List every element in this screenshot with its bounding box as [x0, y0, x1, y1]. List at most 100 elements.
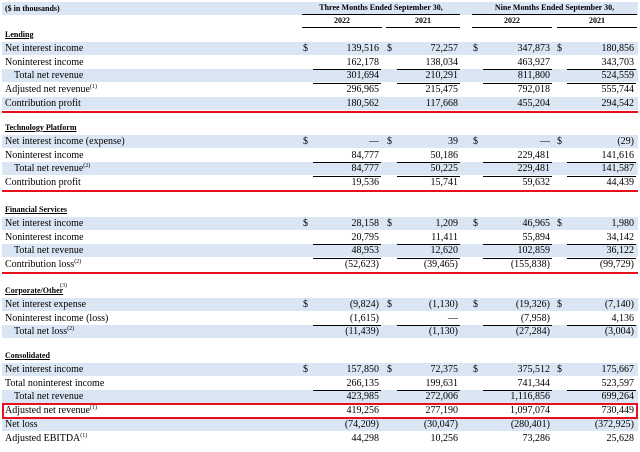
row-label: Net interest income: [5, 217, 83, 230]
total-underline: [313, 69, 381, 71]
value-cell: 215,475: [425, 84, 459, 96]
value-cell: 46,965: [522, 217, 551, 229]
value-cell: (372,925): [594, 419, 634, 431]
row-label: Contribution profit: [5, 97, 81, 110]
value-cell: (29): [617, 135, 634, 147]
value-cell: 44,298: [351, 433, 380, 445]
footnote-marker: (2): [74, 259, 82, 266]
table-row: Adjusted net revenue(1) 296,965 215,475 792…: [2, 83, 638, 96]
total-underline: [397, 69, 460, 71]
value-cell: 1,209: [435, 217, 459, 229]
value-cell: (1,615): [349, 312, 379, 324]
value-cell: 229,481: [517, 163, 551, 175]
row-label-text: Contribution profit: [5, 177, 81, 189]
value-cell: 11,411: [431, 231, 458, 243]
year-header: 2022: [504, 16, 520, 25]
footnote-marker: (3): [60, 283, 67, 289]
row-label-text: Total net revenue: [14, 245, 84, 257]
value-cell: 1,116,856: [510, 391, 550, 403]
value-cell: 294,542: [601, 98, 635, 110]
row-label: Total noninterest income: [5, 377, 104, 390]
section-title: Lending: [5, 30, 34, 39]
value-cell: 50,186: [430, 149, 459, 161]
total-underline: [397, 325, 460, 327]
total-underline: [397, 83, 460, 85]
value-cell: —: [540, 135, 550, 147]
section-title: Technology Platform: [5, 123, 77, 132]
dollar-sign: $: [303, 298, 308, 310]
value-cell: 180,856: [601, 42, 635, 54]
row-label: Net interest income (expense): [5, 135, 125, 148]
table-row: Net interest income $139,516 $72,257 $347,8…: [2, 41, 638, 55]
value-cell: —: [448, 312, 458, 324]
value-cell: 423,985: [346, 391, 380, 403]
total-underline: [313, 244, 381, 246]
value-cell: 139,516: [346, 42, 380, 54]
total-underline: [313, 390, 381, 392]
value-cell: 419,256: [346, 405, 380, 417]
table-row: Noninterest income 20,795 11,411 55,894 34,1…: [2, 231, 638, 244]
footnote-marker: (2): [67, 326, 75, 333]
value-cell: 343,703: [601, 56, 635, 68]
year-header: 2022: [334, 16, 350, 25]
value-cell: (99,729): [599, 259, 634, 271]
value-cell: 1,980: [611, 217, 635, 229]
dollar-sign: $: [557, 217, 562, 229]
row-label: Adjusted net revenue(1): [5, 404, 97, 417]
table-row: Total net revenue 423,985 272,006 1,116,856…: [2, 390, 638, 404]
table-row: Noninterest income 162,178 138,034 463,927 3…: [2, 56, 638, 69]
total-underline: [483, 69, 552, 71]
value-cell: (27,284): [515, 326, 550, 338]
row-label-text: Adjusted net revenue: [5, 405, 90, 417]
total-underline: [397, 390, 460, 392]
value-cell: 141,616: [601, 149, 635, 161]
dollar-sign: $: [303, 217, 308, 229]
value-cell: 36,122: [606, 245, 635, 257]
total-underline: [567, 390, 636, 392]
table-row: Contribution profit 180,562 117,668 455,204…: [2, 97, 638, 111]
value-cell: 301,694: [346, 70, 380, 82]
row-label-text: Net interest income: [5, 217, 84, 229]
total-underline: [483, 244, 552, 246]
total-underline: [313, 176, 381, 178]
row-label: Net interest income: [5, 42, 83, 55]
row-label: Total net loss(2): [14, 325, 74, 338]
value-cell: 157,850: [346, 363, 380, 375]
value-cell: (7,958): [520, 312, 550, 324]
dollar-sign: $: [387, 42, 392, 54]
row-label: Noninterest income (loss): [5, 312, 108, 325]
dollar-sign: $: [387, 298, 392, 310]
row-label: Total net revenue: [14, 244, 83, 257]
value-cell: 72,257: [430, 42, 459, 54]
value-cell: (52,623): [344, 259, 379, 271]
value-cell: 84,777: [351, 149, 380, 161]
value-cell: 555,744: [601, 84, 635, 96]
value-cell: 347,873: [517, 42, 551, 54]
value-cell: (1,130): [428, 298, 458, 310]
row-label-text: Total net revenue: [14, 163, 84, 175]
value-cell: 20,795: [351, 231, 380, 243]
year-header: 2021: [589, 16, 605, 25]
row-label: Contribution profit: [5, 176, 81, 189]
value-cell: 375,512: [517, 363, 551, 375]
row-label-text: Contribution profit: [5, 98, 81, 110]
value-cell: 73,286: [522, 433, 551, 445]
row-label: Noninterest income: [5, 149, 84, 162]
value-cell: 699,264: [601, 391, 635, 403]
row-label-text: Contribution loss: [5, 259, 75, 271]
value-cell: 811,800: [517, 70, 550, 82]
total-underline: [483, 258, 552, 260]
dollar-sign: $: [473, 298, 478, 310]
value-cell: 72,375: [430, 363, 459, 375]
value-cell: 44,439: [606, 177, 635, 189]
value-cell: (7,140): [604, 298, 634, 310]
table-row: Net interest income $157,850 $72,375 $375,5…: [2, 362, 638, 376]
dollar-sign: $: [473, 135, 478, 147]
dollar-sign: $: [557, 42, 562, 54]
table-row: Contribution loss(2) (52,623) (39,465) (155…: [2, 258, 638, 271]
row-label-text: Noninterest income (loss): [5, 312, 109, 324]
total-underline: [567, 162, 636, 164]
total-underline: [567, 258, 636, 260]
value-cell: 117,668: [425, 98, 458, 110]
table-row: Total noninterest income 266,135 199,631 74…: [2, 377, 638, 390]
